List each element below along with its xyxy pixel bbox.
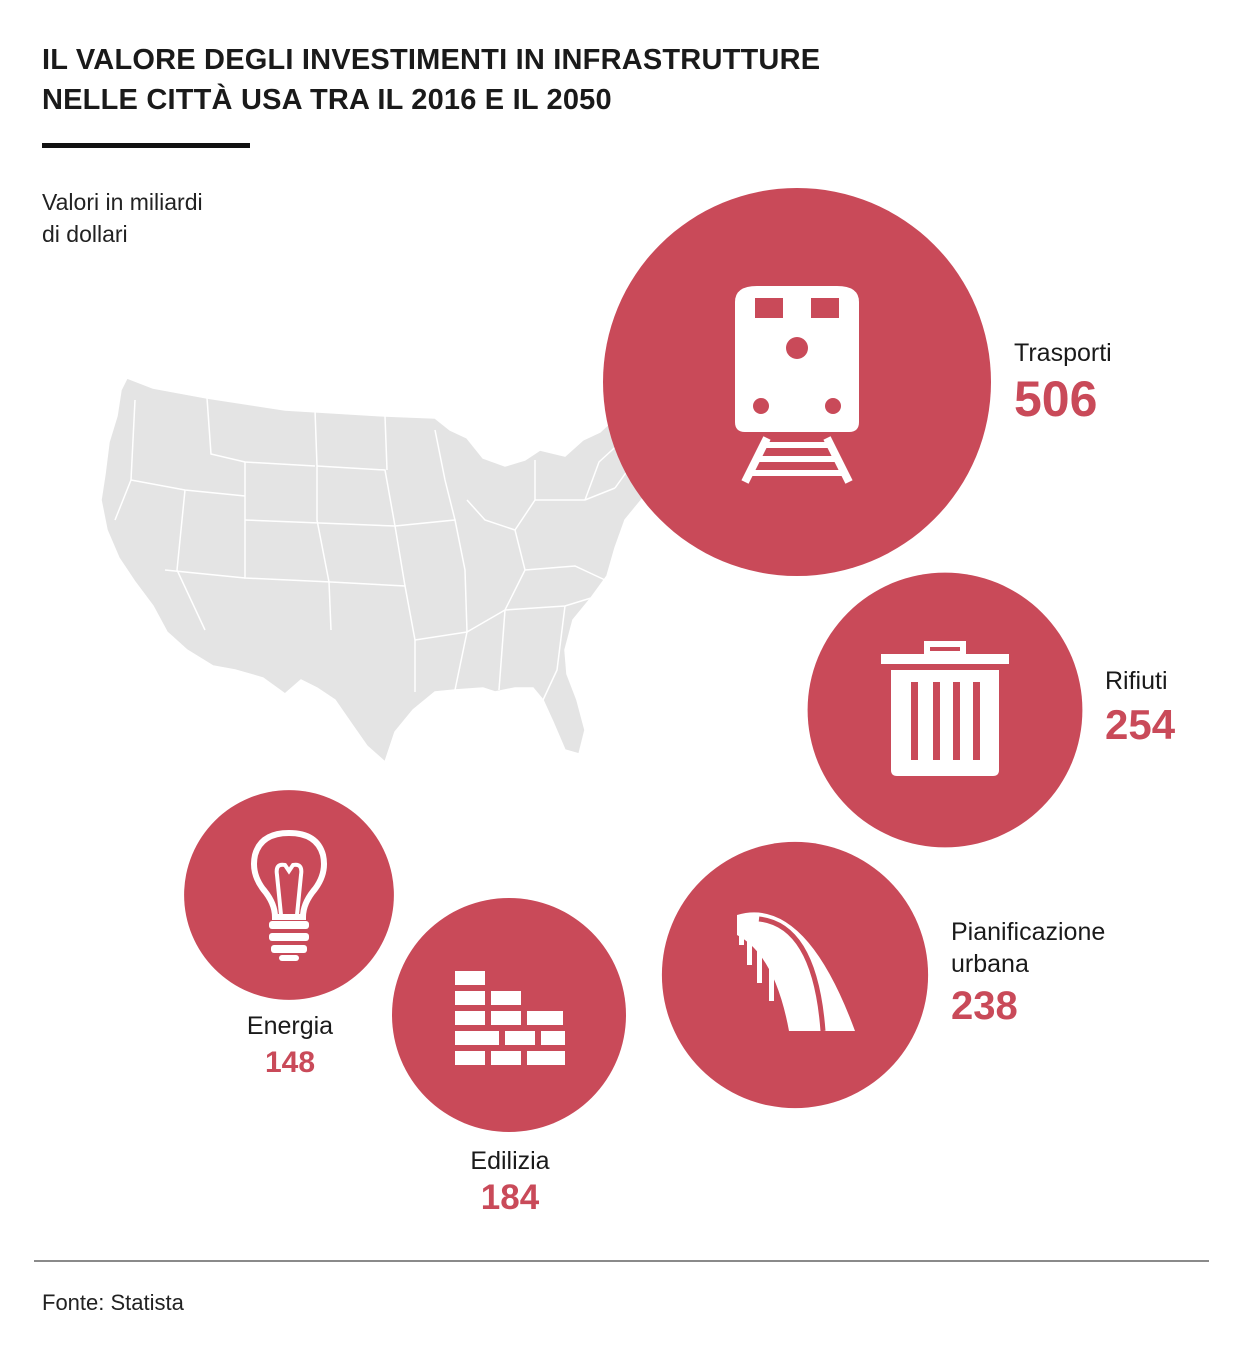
train-icon xyxy=(735,286,859,484)
chart-title: IL VALORE DEGLI INVESTIMENTI IN INFRASTR… xyxy=(42,40,942,120)
footer-divider xyxy=(34,1260,1209,1262)
unit-note-line2: di dollari xyxy=(42,221,128,247)
label-trasporti: Trasporti xyxy=(1014,339,1112,367)
label-rifiuti: Rifiuti xyxy=(1105,667,1168,695)
value-edilizia: 184 xyxy=(480,1178,540,1217)
unit-note-line1: Valori in miliardi xyxy=(42,189,203,215)
label-pianificazione-line2: urbana xyxy=(951,950,1029,978)
value-energia: 148 xyxy=(264,1046,316,1079)
chart-title-line2: NELLE CITTÀ USA TRA IL 2016 E IL 2050 xyxy=(42,84,612,116)
value-trasporti: 506 xyxy=(1014,371,1098,427)
trash-bin-icon xyxy=(881,641,1009,776)
label-pianificazione-line1: Pianificazione xyxy=(951,918,1106,946)
title-underline xyxy=(42,143,250,148)
chart-title-line1: IL VALORE DEGLI INVESTIMENTI IN INFRASTR… xyxy=(42,44,821,76)
brick-wall-icon xyxy=(455,971,565,1065)
value-rifiuti: 254 xyxy=(1105,701,1176,748)
label-edilizia: Edilizia xyxy=(470,1147,550,1175)
source-note: Fonte: Statista xyxy=(42,1290,184,1315)
unit-note: Valori in miliardi di dollari xyxy=(42,186,203,250)
light-bulb-icon xyxy=(251,829,327,961)
road-icon xyxy=(737,912,855,1032)
label-energia: Energia xyxy=(246,1012,334,1040)
bubble-energia xyxy=(184,790,394,1000)
label-pianificazione-urbana: Pianificazione urbana xyxy=(951,916,1105,980)
value-pianificazione-urbana: 238 xyxy=(951,984,1018,1028)
usa-map-outline xyxy=(100,377,658,764)
